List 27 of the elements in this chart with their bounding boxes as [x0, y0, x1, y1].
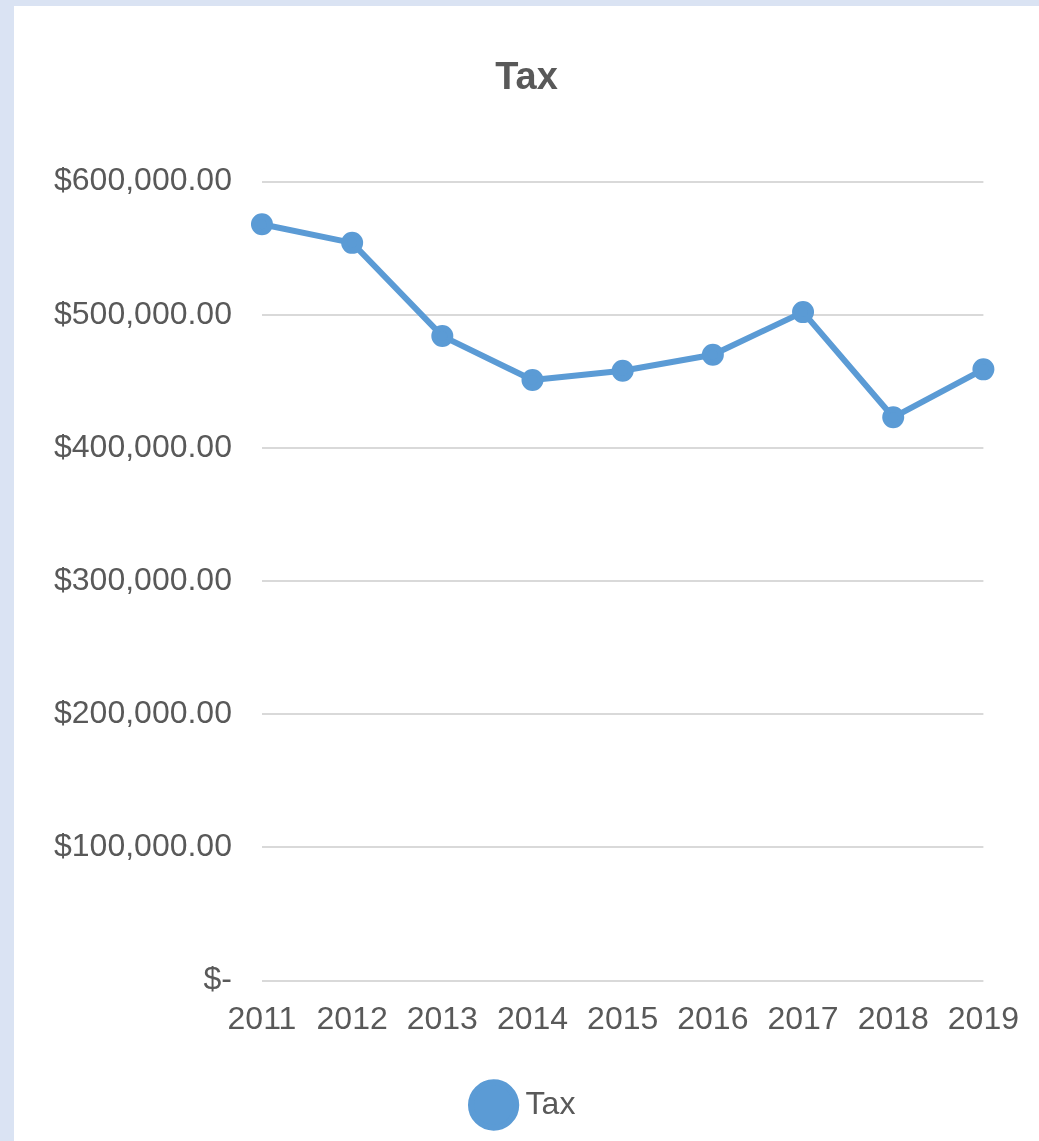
legend-label: Tax — [525, 1084, 576, 1121]
y-tick-label: $300,000.00 — [54, 560, 232, 597]
y-tick-label: $400,000.00 — [54, 427, 232, 464]
point — [611, 359, 634, 382]
y-tick-label: $200,000.00 — [54, 694, 232, 731]
chart-title: Tax — [495, 55, 558, 98]
x-tick-label: 2016 — [677, 999, 749, 1036]
x-tick-label: 2011 — [227, 999, 297, 1036]
point — [972, 358, 995, 381]
x-tick-label: 2014 — [496, 999, 569, 1036]
point — [882, 406, 905, 429]
x-tick-label: 2017 — [767, 999, 839, 1036]
y-tick-label: $- — [203, 960, 232, 997]
y-tick-label: $600,000.00 — [54, 161, 232, 198]
x-tick-label: 2013 — [406, 999, 478, 1036]
y-tick-label: $500,000.00 — [54, 294, 232, 331]
point — [341, 231, 364, 254]
point — [701, 343, 724, 366]
x-tick-label: 2012 — [316, 999, 388, 1036]
y-tick-label: $100,000.00 — [54, 827, 232, 864]
x-tick-label: 2019 — [947, 999, 1019, 1036]
point — [792, 301, 815, 324]
point — [250, 213, 273, 236]
x-tick-label: 2018 — [857, 999, 929, 1036]
point — [521, 369, 544, 392]
x-tick-label: 2015 — [587, 999, 659, 1036]
point — [431, 325, 454, 348]
